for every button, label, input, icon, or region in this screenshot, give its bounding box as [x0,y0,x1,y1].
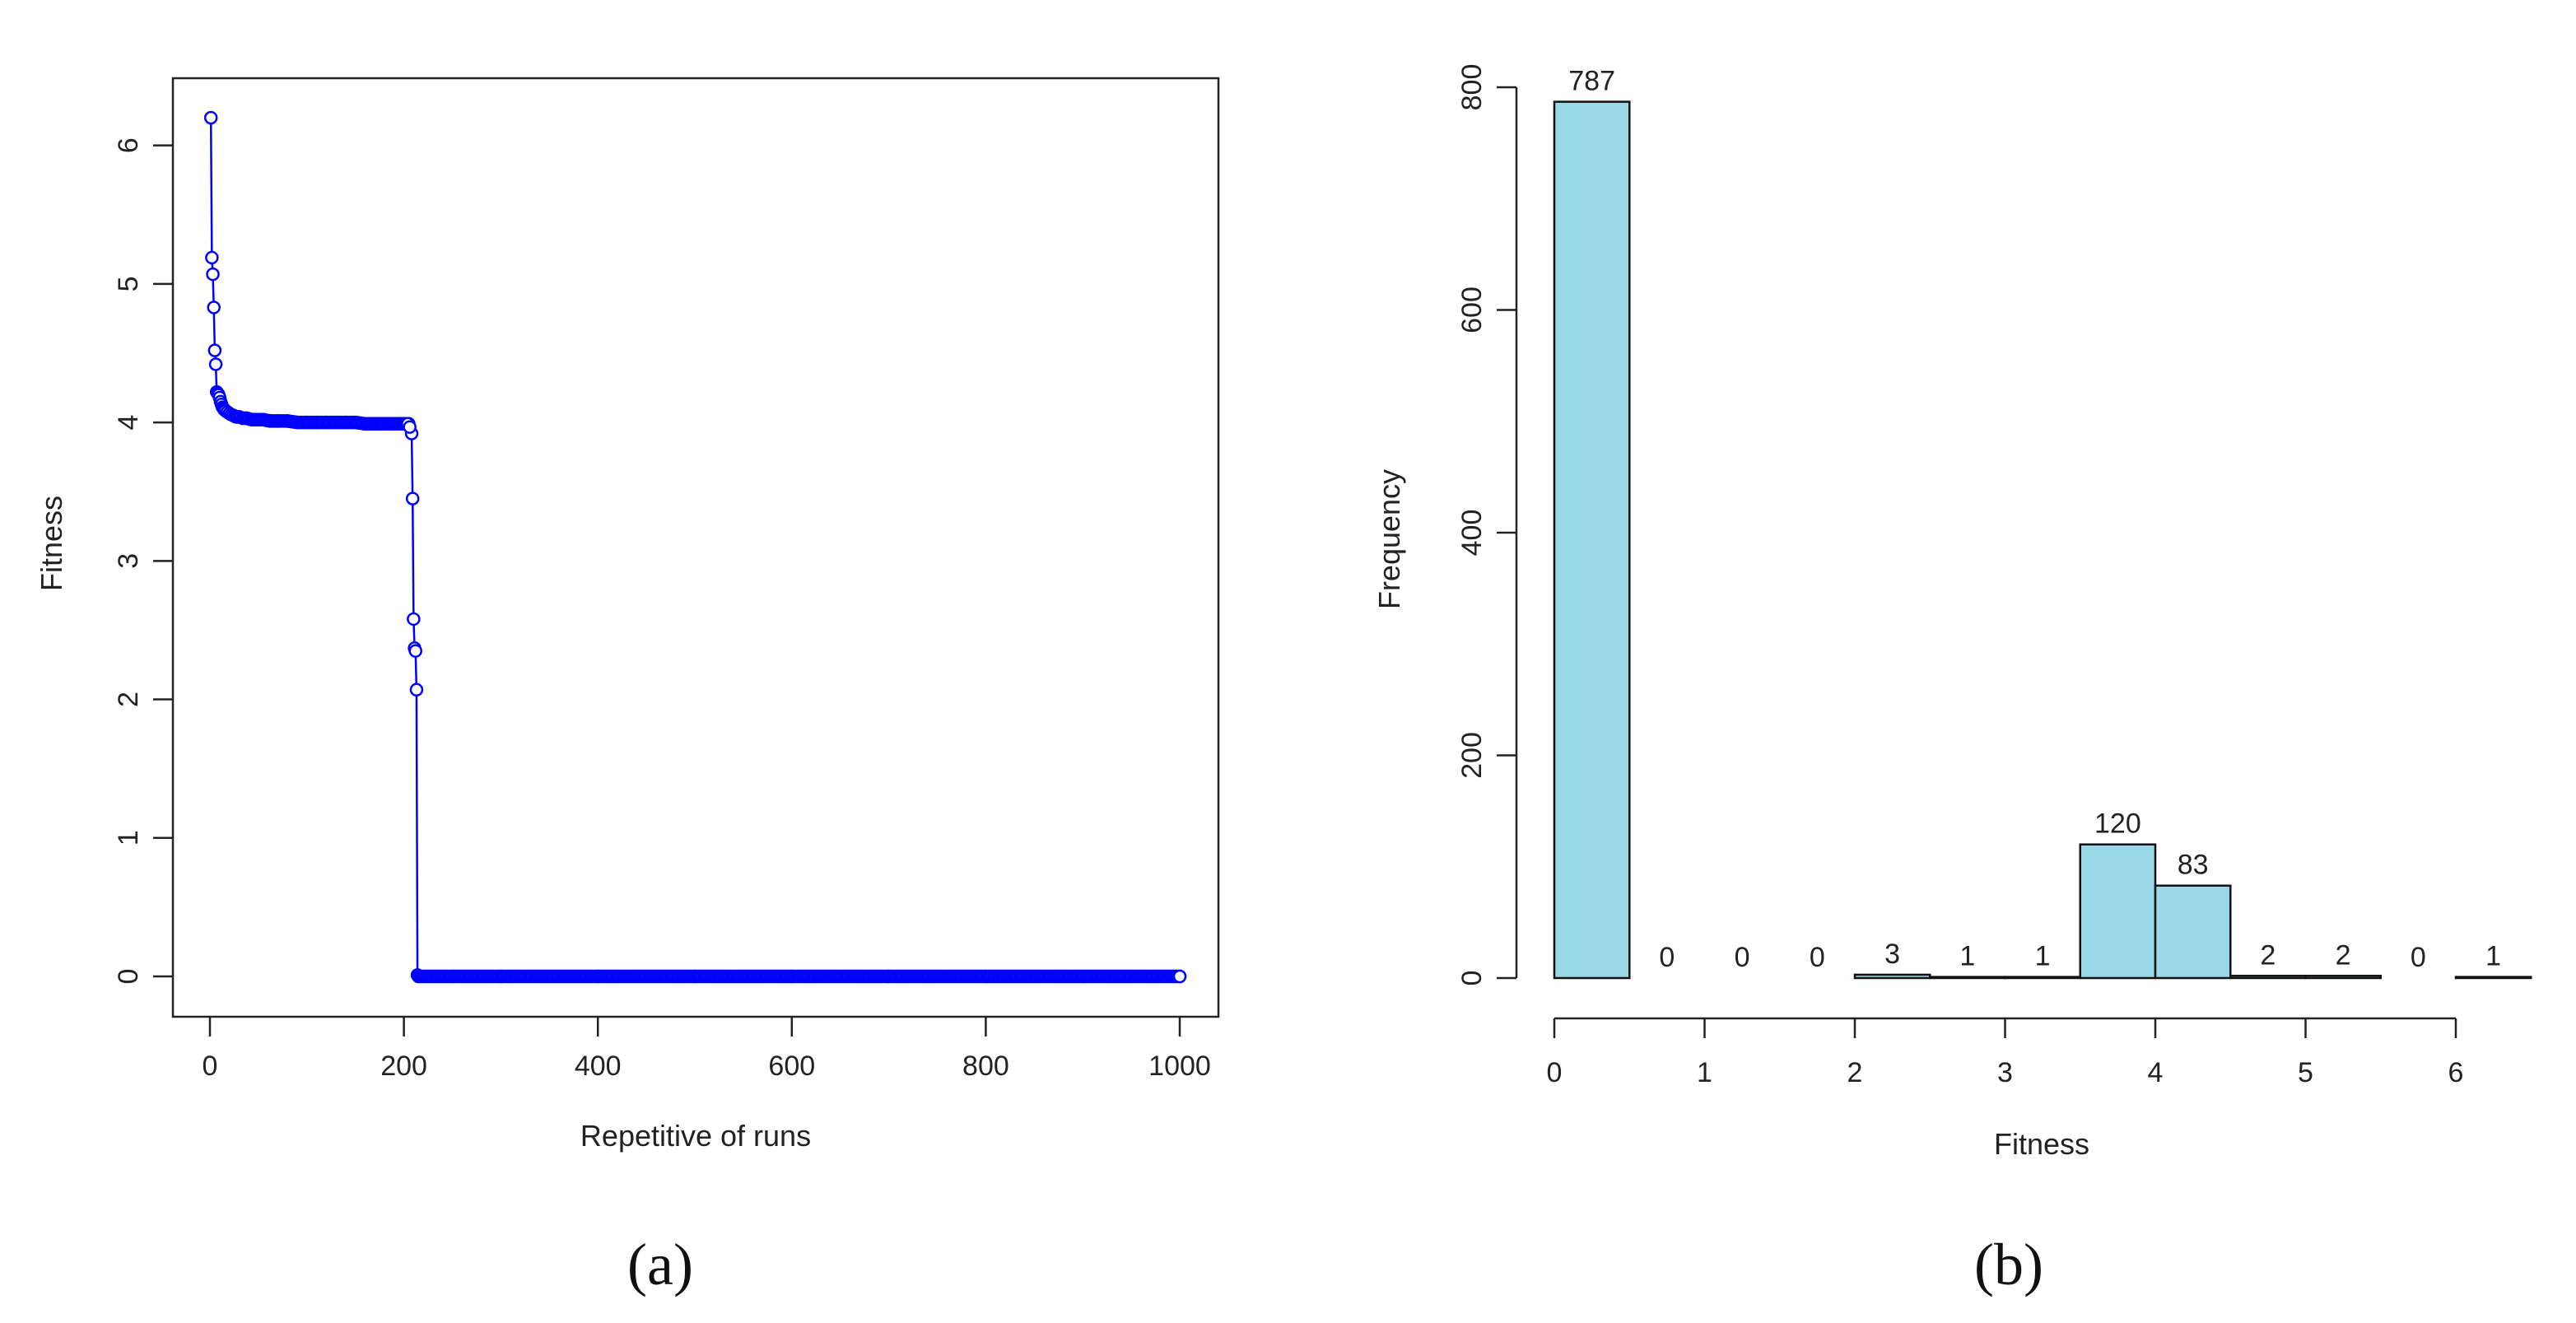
panel-b-y-tick-label: 0 [1456,971,1488,986]
panel-a-x-tick-label: 200 [380,1050,427,1082]
panel-b-bar-value-label: 0 [1810,942,1825,973]
panel-a-point [408,644,422,658]
panel-a-y-tick-label: 0 [113,969,144,985]
panel-a-point [207,300,221,314]
panel-a-y-axis: 0 1 2 3 4 5 6 [113,137,173,984]
panel-b-x-tick-label: 1 [1697,1057,1712,1088]
panel-b-y-axis-title: Frequency [1372,469,1406,609]
panel-b-bars [1553,100,2532,980]
panel-b-y-tick-label: 200 [1456,732,1488,779]
panel-b-y-tick-label: 800 [1456,64,1488,111]
panel-a-point [407,612,421,627]
panel-a-label: (a) [627,1232,693,1297]
panel-a-x-tick-label: 0 [203,1050,218,1082]
panel-a-point [205,250,219,265]
panel-a-line-chart: 0 1 2 3 4 5 6 0 200 400 600 800 1000 Repetitive of … [35,77,1220,1297]
panel-b-bar-value-label: 1 [2485,941,2501,972]
panel-b-bar [2229,975,2307,980]
panel-b-bar [2454,976,2532,980]
panel-b-x-axis-title: Fitness [1994,1127,2089,1161]
panel-a-point [409,682,424,697]
panel-b-bar-value-label: 787 [1568,66,1615,97]
panel-b-x-tick-label: 4 [2148,1057,2164,1088]
panel-a-point [206,267,220,282]
panel-a-point [1172,969,1187,984]
panel-a-x-tick-label: 600 [768,1050,815,1082]
panel-b-bar-value-label: 0 [1735,942,1750,973]
panel-b-bar [2154,884,2232,980]
panel-a-y-tick-label: 5 [113,276,144,291]
panel-a-point [405,491,420,505]
panel-a-point [403,420,417,434]
panel-a-y-tick-label: 3 [113,553,144,569]
panel-b-x-tick-label: 0 [1547,1057,1563,1088]
panel-b-y-tick-label: 600 [1456,286,1488,333]
panel-a-y-tick-label: 6 [113,137,144,153]
panel-b-x-tick-label: 6 [2448,1057,2464,1088]
panel-a-y-tick-label: 2 [113,692,144,707]
panel-b-y-tick-label: 400 [1456,510,1488,557]
panel-b-bar-value-label: 0 [1659,942,1675,973]
panel-a-point [203,110,218,125]
panel-b-bar-value-label: 2 [2336,939,2351,971]
panel-a-y-tick-label: 1 [113,830,144,846]
panel-b-bar [1553,100,1631,980]
panel-b-x-tick-label: 5 [2298,1057,2313,1088]
panel-a-y-axis-title: Fitness [35,496,68,591]
panel-a-x-axis-title: Repetitive of runs [580,1119,811,1153]
panel-b-y-axis: 0 200 400 600 800 [1456,64,1518,986]
panel-b-bar [1853,973,1931,980]
panel-b-bar-value-label: 3 [1884,939,1900,970]
panel-b-x-tick-label: 2 [1847,1057,1863,1088]
panel-a-x-tick-label: 800 [962,1050,1009,1082]
panel-b-bar [2004,976,2081,980]
panel-b-bar [1929,976,2006,980]
panel-a-x-tick-label: 400 [575,1050,622,1082]
panel-a-y-tick-label: 4 [113,415,144,431]
panel-a-x-axis: 0 200 400 600 800 1000 [203,1017,1211,1082]
panel-a-x-tick-label: 1000 [1148,1050,1211,1082]
panel-b-label: (b) [1974,1232,2043,1297]
panel-b-bar-labels: 787 0 0 0 3 1 1 120 83 2 2 0 1 [1568,66,2501,973]
panel-b-x-tick-label: 3 [1997,1057,2013,1088]
panel-a-plot-frame [171,77,1220,1018]
panel-a-series-line [209,117,1180,978]
panel-b-bar [2304,975,2382,980]
panel-b-bar-value-label: 1 [2035,941,2051,972]
panel-a-point [207,343,222,357]
panel-a-point [208,357,223,371]
panel-b-bar-value-label: 1 [1959,941,1975,972]
panel-b-histogram: 787 0 0 0 3 1 1 120 83 2 2 0 1 0 200 400 600 800 0 1 2 3 4 5 6… [1372,64,2532,1297]
panel-b-bar [2079,843,2157,980]
panel-b-bar-value-label: 120 [2094,808,2141,840]
panel-b-bar-value-label: 2 [2260,939,2276,971]
panel-b-bar-value-label: 0 [2411,942,2426,973]
panel-b-x-axis: 0 1 2 3 4 5 6 [1547,1017,2464,1088]
panel-a-points [203,110,1187,984]
panel-b-bar-value-label: 83 [2178,850,2209,881]
